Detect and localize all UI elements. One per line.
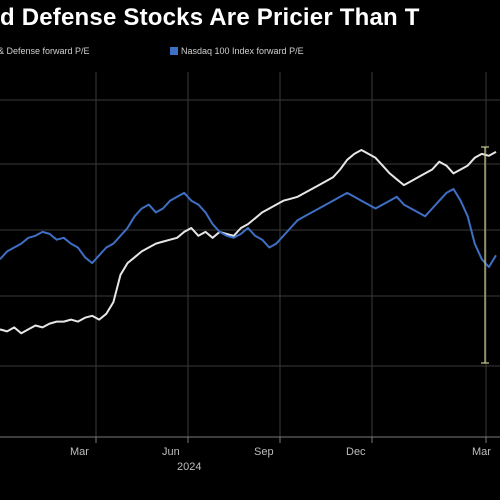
- x-tick-label-2: Sep: [254, 446, 274, 458]
- chart-title: d Defense Stocks Are Pricier Than T: [0, 4, 420, 31]
- x-axis-ticks: Mar Jun Sep Dec Mar 2024: [70, 437, 491, 473]
- legend-label-blue: Nasdaq 100 Index forward P/E: [181, 46, 304, 56]
- legend: ace & Defense forward P/E Nasdaq 100 Ind…: [0, 44, 500, 60]
- grid: [0, 72, 500, 437]
- x-year-label: 2024: [177, 461, 201, 473]
- x-tick-label-3: Dec: [346, 446, 366, 458]
- series-line-1: [0, 188, 497, 268]
- legend-item-blue: Nasdaq 100 Index forward P/E: [170, 46, 304, 56]
- series-line-0: [0, 149, 497, 335]
- x-tick-label-0: Mar: [70, 446, 89, 458]
- x-tick-label-4: Mar: [472, 446, 491, 458]
- x-tick-label-1: Jun: [162, 446, 180, 458]
- legend-label-white: ace & Defense forward P/E: [0, 46, 90, 56]
- legend-item-white: ace & Defense forward P/E: [0, 46, 90, 56]
- series-lines: [0, 149, 497, 335]
- legend-swatch-blue: [170, 47, 178, 55]
